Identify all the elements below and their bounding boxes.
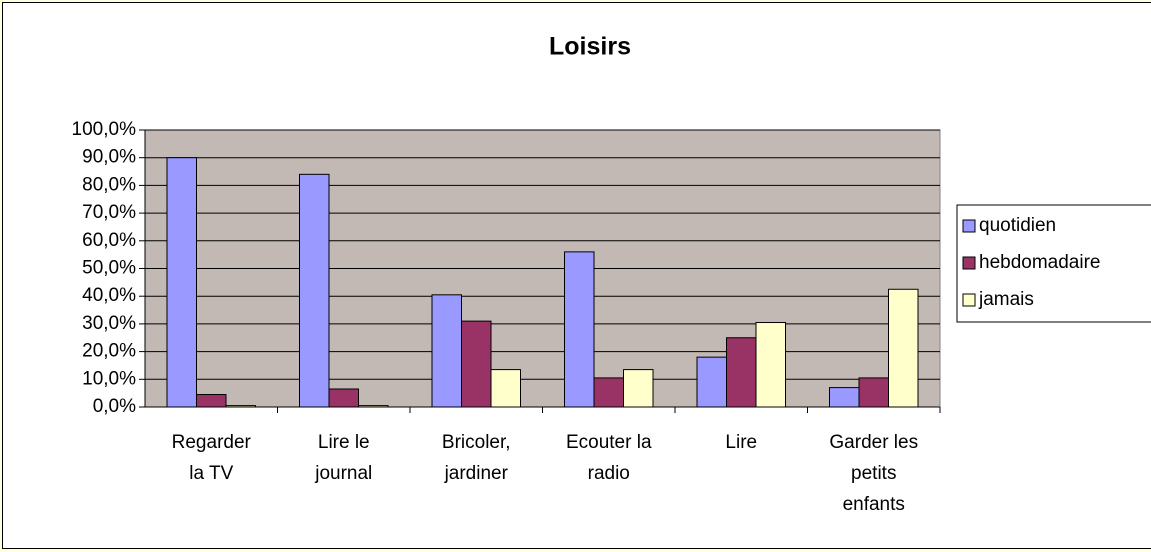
x-tick-label: Garder les petits enfants bbox=[829, 432, 918, 515]
bar bbox=[328, 388, 359, 408]
x-tick-label: Lire le journal bbox=[314, 432, 372, 484]
bar bbox=[858, 377, 889, 408]
bar bbox=[225, 405, 256, 408]
y-tick-label: 90,0% bbox=[82, 147, 136, 168]
y-tick-label: 100,0% bbox=[72, 119, 137, 140]
y-tick-label: 10,0% bbox=[82, 368, 136, 389]
bar bbox=[166, 157, 197, 408]
y-tick-label: 70,0% bbox=[82, 202, 136, 223]
bar bbox=[696, 356, 727, 408]
y-tick-label: 60,0% bbox=[82, 230, 136, 251]
bar bbox=[726, 337, 757, 408]
bar bbox=[461, 320, 492, 408]
legend-label: hebdomadaire bbox=[979, 252, 1100, 273]
bar bbox=[755, 322, 786, 408]
legend-swatch bbox=[962, 293, 976, 307]
legend bbox=[956, 204, 1151, 323]
x-tick-label: Bricoler, jardiner bbox=[442, 432, 511, 484]
bar bbox=[888, 288, 919, 408]
bar bbox=[299, 173, 330, 408]
y-tick-label: 30,0% bbox=[82, 313, 136, 334]
bar bbox=[623, 369, 654, 408]
y-tick-label: 80,0% bbox=[82, 174, 136, 195]
bar bbox=[196, 394, 227, 408]
bar bbox=[593, 377, 624, 408]
bar bbox=[564, 251, 595, 408]
bar bbox=[829, 387, 860, 408]
legend-label: quotidien bbox=[979, 215, 1056, 236]
y-tick-label: 40,0% bbox=[82, 285, 136, 306]
y-tick-label: 20,0% bbox=[82, 341, 136, 362]
x-tick-label: Lire bbox=[725, 432, 757, 453]
chart-title: Loisirs bbox=[549, 33, 631, 61]
y-tick-label: 0,0% bbox=[93, 396, 136, 417]
bar bbox=[431, 294, 462, 408]
legend-swatch bbox=[962, 256, 976, 270]
legend-swatch bbox=[962, 219, 976, 233]
x-tick-label: Ecouter la radio bbox=[566, 432, 652, 484]
legend-label: jamais bbox=[978, 289, 1034, 310]
y-tick-label: 50,0% bbox=[82, 258, 136, 279]
bar bbox=[358, 405, 389, 408]
x-tick-label: Regarder la TV bbox=[172, 432, 252, 484]
bar bbox=[490, 369, 521, 408]
